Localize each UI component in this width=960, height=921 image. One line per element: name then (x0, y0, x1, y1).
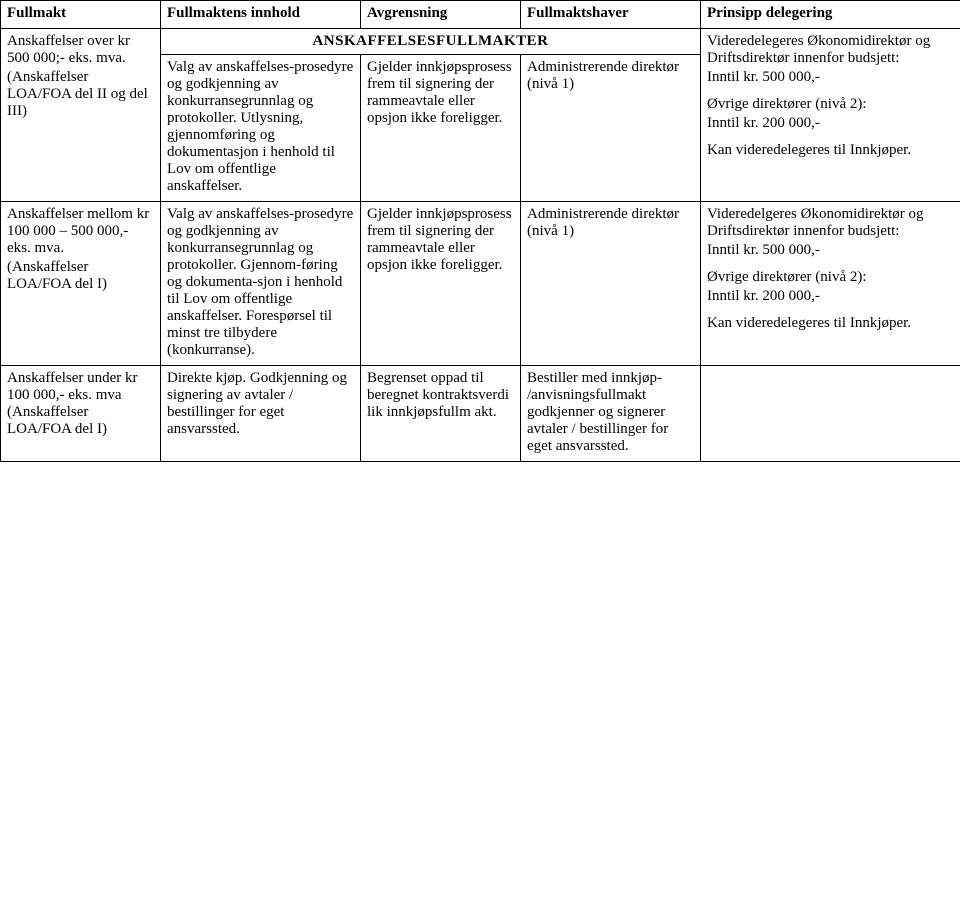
row0-p5: Kan videredelegeres til Innkjøper. (707, 142, 954, 159)
header-fullmakt: Fullmakt (1, 1, 161, 29)
header-prinsipp: Prinsipp delegering (701, 1, 960, 29)
row2-prinsipp (701, 366, 960, 462)
row0-prinsipp: Videredelegeres Økonomidirektør og Drift… (701, 29, 960, 202)
row1-p1: Videredelgeres Økonomidirektør og Drifts… (707, 206, 954, 240)
row1-p2: Inntil kr. 500 000,- (707, 242, 954, 259)
row0-avgrensning: Gjelder innkjøpsprosess frem til signeri… (361, 55, 521, 202)
header-innhold: Fullmaktens innhold (161, 1, 361, 29)
header-fullmaktshaver: Fullmaktshaver (521, 1, 701, 29)
section-row: Anskaffelser over kr 500 000;- eks. mva.… (1, 29, 960, 55)
row1-fullmaktshaver: Administrerende direktør (nivå 1) (521, 202, 701, 366)
fullmakt-table: Fullmakt Fullmaktens innhold Avgrensning… (0, 0, 960, 462)
table-header-row: Fullmakt Fullmaktens innhold Avgrensning… (1, 1, 960, 29)
row0-fullmakt-a: Anskaffelser over kr 500 000;- eks. mva. (7, 33, 154, 67)
row2-innhold: Direkte kjøp. Godkjenning og signering a… (161, 366, 361, 462)
row2-fullmakt: Anskaffelser under kr 100 000,- eks. mva… (1, 366, 161, 462)
row2-avgrensning: Begrenset oppad til beregnet kontraktsve… (361, 366, 521, 462)
row0-fullmakt: Anskaffelser over kr 500 000;- eks. mva.… (1, 29, 161, 202)
row0-fullmakt-b: (Anskaffelser LOA/FOA del II og del III) (7, 69, 154, 120)
row0-p3: Øvrige direktører (nivå 2): (707, 96, 954, 113)
row1-fullmakt: Anskaffelser mellom kr 100 000 – 500 000… (1, 202, 161, 366)
header-avgrensning: Avgrensning (361, 1, 521, 29)
row1-fullmakt-a: Anskaffelser mellom kr 100 000 – 500 000… (7, 206, 154, 257)
row1-fullmakt-b: (Anskaffelser LOA/FOA del I) (7, 259, 154, 293)
table-row: Anskaffelser under kr 100 000,- eks. mva… (1, 366, 960, 462)
row0-fullmaktshaver: Administrerende direktør (nivå 1) (521, 55, 701, 202)
row1-p4: Inntil kr. 200 000,- (707, 288, 954, 305)
row0-p2: Inntil kr. 500 000,- (707, 69, 954, 86)
row1-avgrensning: Gjelder innkjøpsprosess frem til signeri… (361, 202, 521, 366)
row0-p1: Videredelegeres Økonomidirektør og Drift… (707, 33, 954, 67)
row1-p3: Øvrige direktører (nivå 2): (707, 269, 954, 286)
row1-prinsipp: Videredelgeres Økonomidirektør og Drifts… (701, 202, 960, 366)
row1-p5: Kan videredelegeres til Innkjøper. (707, 315, 954, 332)
section-title: ANSKAFFELSESFULLMAKTER (161, 29, 701, 55)
row2-fullmaktshaver: Bestiller med innkjøp- /anvisningsfullma… (521, 366, 701, 462)
table-row: Anskaffelser mellom kr 100 000 – 500 000… (1, 202, 960, 366)
row1-innhold: Valg av anskaffelses-prosedyre og godkje… (161, 202, 361, 366)
row0-innhold: Valg av anskaffelses-prosedyre og godkje… (161, 55, 361, 202)
row0-p4: Inntil kr. 200 000,- (707, 115, 954, 132)
page: Fullmakt Fullmaktens innhold Avgrensning… (0, 0, 960, 462)
row2-fullmakt-a: Anskaffelser under kr 100 000,- eks. mva… (7, 370, 154, 438)
